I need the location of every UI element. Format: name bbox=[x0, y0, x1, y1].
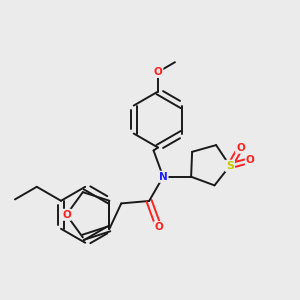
Text: O: O bbox=[62, 210, 71, 220]
Text: O: O bbox=[154, 222, 163, 232]
Text: N: N bbox=[159, 172, 167, 182]
Text: O: O bbox=[154, 67, 162, 77]
Text: O: O bbox=[246, 155, 255, 165]
Text: O: O bbox=[236, 143, 245, 153]
Text: S: S bbox=[226, 161, 234, 171]
